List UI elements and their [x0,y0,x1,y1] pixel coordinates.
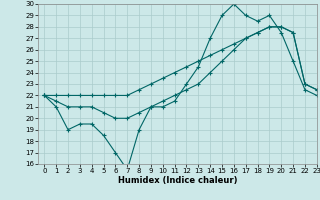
X-axis label: Humidex (Indice chaleur): Humidex (Indice chaleur) [118,176,237,185]
